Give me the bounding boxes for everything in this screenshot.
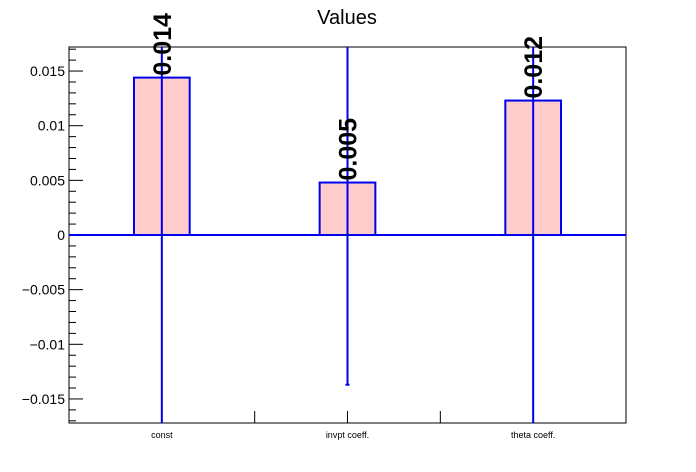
chart-title: Values	[317, 7, 377, 29]
y-tick-label: −0.005	[22, 282, 65, 298]
y-tick-label: −0.01	[30, 336, 66, 352]
y-tick-label: 0.015	[30, 63, 65, 79]
x-category-label: theta coeff.	[511, 430, 555, 440]
y-tick-label: −0.015	[22, 391, 65, 407]
bar-value-label: 0.005	[335, 118, 363, 181]
x-category-label: invpt coeff.	[326, 430, 369, 440]
bar-value-labels: 0.014 0.005 0.012	[149, 13, 548, 181]
y-tick-label: 0	[57, 227, 65, 243]
y-tick-label: 0.01	[38, 118, 65, 134]
bar-value-label: 0.012	[520, 36, 548, 99]
bar-value-label: 0.014	[149, 13, 177, 76]
y-tick-label: 0.005	[30, 172, 65, 188]
x-category-label: const	[151, 430, 173, 440]
